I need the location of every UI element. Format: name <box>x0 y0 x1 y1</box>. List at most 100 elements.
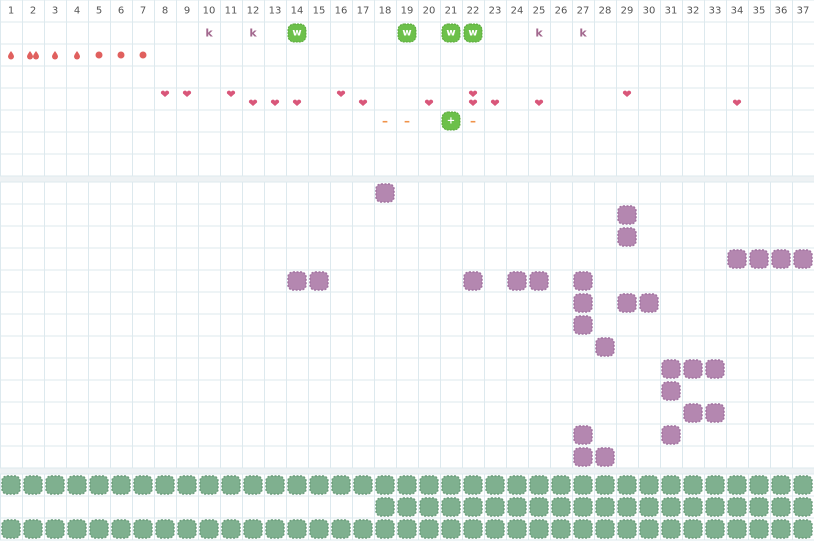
day-number: 33 <box>709 6 722 17</box>
letter: k <box>249 27 257 40</box>
drop <box>52 51 58 60</box>
blob <box>1 475 21 495</box>
badge-text: w <box>468 28 477 39</box>
dot <box>95 51 103 59</box>
blob <box>45 475 65 495</box>
day-number: 6 <box>118 6 124 17</box>
blob <box>331 475 351 495</box>
blob <box>771 497 791 517</box>
dash: – <box>404 114 410 128</box>
blob <box>573 271 593 291</box>
blob <box>661 359 681 379</box>
day-number: 21 <box>445 6 458 17</box>
day-number: 13 <box>269 6 282 17</box>
day-number: 15 <box>313 6 326 17</box>
blob <box>463 475 483 495</box>
blob <box>573 519 593 539</box>
day-number: 14 <box>291 6 304 17</box>
badge <box>441 23 461 43</box>
blob <box>793 497 813 517</box>
blob <box>573 497 593 517</box>
blob <box>353 519 373 539</box>
blob <box>727 497 747 517</box>
blob <box>639 475 659 495</box>
heart <box>248 99 258 106</box>
blob <box>551 519 571 539</box>
blob <box>265 519 285 539</box>
dash: – <box>382 114 388 128</box>
blob <box>397 497 417 517</box>
blob <box>793 519 813 539</box>
blob <box>67 519 87 539</box>
day-number: 18 <box>379 6 392 17</box>
letter: k <box>535 27 543 40</box>
blob <box>529 271 549 291</box>
heart <box>468 99 478 106</box>
heart <box>292 99 302 106</box>
blob <box>353 475 373 495</box>
blob <box>727 249 747 269</box>
blob <box>265 475 285 495</box>
day-number: 1 <box>8 6 14 17</box>
blob <box>749 249 769 269</box>
heart <box>270 99 280 106</box>
blob <box>441 497 461 517</box>
blob <box>573 447 593 467</box>
heart <box>424 99 434 106</box>
blob <box>573 315 593 335</box>
heart <box>490 99 500 106</box>
day-number: 2 <box>30 6 36 17</box>
day-number: 20 <box>423 6 436 17</box>
blob <box>683 359 703 379</box>
day-number: 29 <box>621 6 634 17</box>
day-number: 28 <box>599 6 612 17</box>
badge <box>463 23 483 43</box>
blob <box>617 519 637 539</box>
blob <box>199 475 219 495</box>
drop <box>8 51 14 60</box>
day-number: 31 <box>665 6 678 17</box>
blob <box>507 497 527 517</box>
blob <box>771 249 791 269</box>
day-number: 19 <box>401 6 414 17</box>
blob <box>111 475 131 495</box>
blob <box>441 519 461 539</box>
blob <box>639 293 659 313</box>
blob <box>683 475 703 495</box>
blob <box>485 497 505 517</box>
blob <box>771 519 791 539</box>
blob <box>419 497 439 517</box>
blob <box>309 271 329 291</box>
blob <box>375 475 395 495</box>
blob <box>111 519 131 539</box>
blob <box>705 403 725 423</box>
day-number: 8 <box>162 6 168 17</box>
blob <box>45 519 65 539</box>
blob <box>705 519 725 539</box>
blob <box>419 519 439 539</box>
blob <box>617 475 637 495</box>
blob <box>705 475 725 495</box>
letter: k <box>579 27 587 40</box>
blob <box>705 497 725 517</box>
badge <box>397 23 417 43</box>
heart <box>534 99 544 106</box>
day-number: 11 <box>225 6 238 17</box>
blob <box>507 271 527 291</box>
badge-text: w <box>446 28 455 39</box>
blob <box>705 359 725 379</box>
blob <box>749 497 769 517</box>
blob <box>551 497 571 517</box>
blob <box>749 519 769 539</box>
blob <box>177 475 197 495</box>
section-gap <box>0 468 814 474</box>
blob <box>507 519 527 539</box>
letter: k <box>205 27 213 40</box>
blob <box>749 475 769 495</box>
blob <box>375 497 395 517</box>
blob <box>639 519 659 539</box>
blob <box>551 475 571 495</box>
blob <box>529 519 549 539</box>
dash: – <box>470 114 476 128</box>
